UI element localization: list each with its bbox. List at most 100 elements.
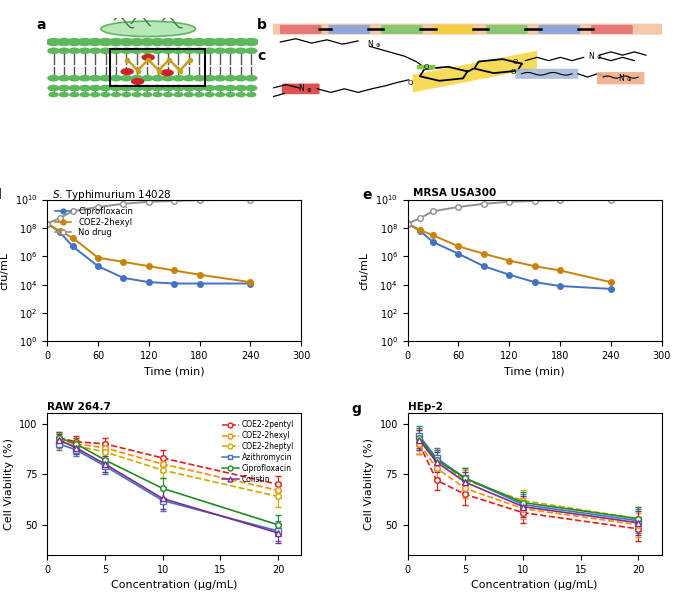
Circle shape bbox=[87, 38, 103, 46]
FancyBboxPatch shape bbox=[597, 72, 645, 84]
X-axis label: Concentration (μg/mL): Concentration (μg/mL) bbox=[111, 580, 238, 590]
Text: d: d bbox=[0, 188, 1, 202]
Circle shape bbox=[109, 48, 122, 54]
FancyBboxPatch shape bbox=[515, 69, 578, 79]
Circle shape bbox=[49, 92, 59, 97]
Circle shape bbox=[131, 78, 144, 85]
Circle shape bbox=[214, 48, 226, 54]
Circle shape bbox=[47, 85, 60, 91]
Circle shape bbox=[99, 75, 112, 81]
Circle shape bbox=[59, 92, 70, 97]
Circle shape bbox=[57, 75, 70, 81]
Circle shape bbox=[162, 85, 174, 91]
Circle shape bbox=[109, 75, 122, 81]
Circle shape bbox=[89, 85, 101, 91]
Circle shape bbox=[142, 92, 153, 97]
Text: a: a bbox=[36, 18, 46, 32]
Circle shape bbox=[141, 85, 153, 91]
Circle shape bbox=[182, 75, 195, 81]
Circle shape bbox=[141, 75, 153, 81]
Circle shape bbox=[243, 38, 259, 46]
FancyBboxPatch shape bbox=[486, 25, 528, 34]
Text: ⊕: ⊕ bbox=[597, 56, 601, 60]
Circle shape bbox=[212, 38, 228, 46]
Circle shape bbox=[193, 75, 205, 81]
Circle shape bbox=[193, 48, 205, 54]
Circle shape bbox=[66, 38, 82, 46]
Circle shape bbox=[224, 85, 237, 91]
Circle shape bbox=[246, 92, 256, 97]
Circle shape bbox=[161, 69, 174, 76]
FancyBboxPatch shape bbox=[282, 84, 319, 94]
Text: RAW 264.7: RAW 264.7 bbox=[47, 402, 111, 412]
Circle shape bbox=[172, 75, 185, 81]
Circle shape bbox=[224, 48, 237, 54]
Circle shape bbox=[214, 75, 226, 81]
Circle shape bbox=[151, 48, 164, 54]
Ellipse shape bbox=[101, 21, 196, 36]
Circle shape bbox=[68, 85, 81, 91]
X-axis label: Concentration (μg/mL): Concentration (μg/mL) bbox=[471, 580, 598, 590]
Text: N: N bbox=[367, 40, 373, 49]
Circle shape bbox=[108, 38, 124, 46]
Circle shape bbox=[78, 85, 91, 91]
Circle shape bbox=[120, 48, 133, 54]
Circle shape bbox=[172, 48, 185, 54]
Circle shape bbox=[223, 38, 238, 46]
Text: N: N bbox=[589, 52, 595, 61]
Text: O: O bbox=[408, 79, 413, 85]
Circle shape bbox=[160, 38, 176, 46]
Circle shape bbox=[233, 38, 249, 46]
Text: ⊕: ⊕ bbox=[626, 78, 630, 82]
Circle shape bbox=[98, 38, 113, 46]
Circle shape bbox=[202, 38, 217, 46]
Legend: COE2-2pentyl, COE2-2hexyl, COE2-2heptyl, Azithromycin, Ciprofloxacin, Colistin: COE2-2pentyl, COE2-2hexyl, COE2-2heptyl,… bbox=[219, 417, 297, 487]
Text: ⊕: ⊕ bbox=[375, 44, 380, 48]
Circle shape bbox=[184, 92, 194, 97]
Circle shape bbox=[194, 92, 205, 97]
Circle shape bbox=[120, 75, 133, 81]
Circle shape bbox=[203, 75, 216, 81]
Circle shape bbox=[215, 92, 225, 97]
Circle shape bbox=[214, 85, 226, 91]
Circle shape bbox=[203, 48, 216, 54]
Text: $\it{S}$. Typhimurium 14028: $\it{S}$. Typhimurium 14028 bbox=[53, 188, 172, 202]
Circle shape bbox=[182, 85, 195, 91]
Text: O: O bbox=[513, 59, 518, 64]
Text: g: g bbox=[352, 402, 362, 416]
Circle shape bbox=[99, 48, 112, 54]
Circle shape bbox=[181, 38, 197, 46]
Text: e: e bbox=[362, 188, 371, 202]
Circle shape bbox=[162, 48, 174, 54]
Text: b: b bbox=[257, 18, 267, 32]
Circle shape bbox=[141, 48, 153, 54]
Y-axis label: Cell Viability (%): Cell Viability (%) bbox=[364, 438, 374, 530]
Circle shape bbox=[101, 92, 111, 97]
Circle shape bbox=[77, 38, 92, 46]
Circle shape bbox=[89, 48, 101, 54]
Circle shape bbox=[193, 85, 205, 91]
Circle shape bbox=[78, 75, 91, 81]
Circle shape bbox=[57, 48, 70, 54]
Circle shape bbox=[46, 38, 61, 46]
FancyBboxPatch shape bbox=[539, 25, 580, 34]
FancyBboxPatch shape bbox=[271, 24, 663, 35]
Text: N: N bbox=[618, 73, 624, 82]
Circle shape bbox=[111, 92, 122, 97]
X-axis label: Time (min): Time (min) bbox=[144, 367, 205, 377]
Circle shape bbox=[56, 38, 72, 46]
Circle shape bbox=[90, 92, 101, 97]
FancyBboxPatch shape bbox=[417, 65, 435, 69]
Bar bbox=[110, 48, 205, 86]
Circle shape bbox=[129, 38, 144, 46]
Circle shape bbox=[121, 92, 132, 97]
Circle shape bbox=[234, 75, 247, 81]
Text: O: O bbox=[511, 69, 516, 75]
Circle shape bbox=[89, 75, 101, 81]
Circle shape bbox=[118, 38, 134, 46]
Circle shape bbox=[173, 92, 184, 97]
Circle shape bbox=[182, 48, 195, 54]
Circle shape bbox=[150, 38, 165, 46]
Circle shape bbox=[68, 75, 81, 81]
Circle shape bbox=[170, 38, 186, 46]
